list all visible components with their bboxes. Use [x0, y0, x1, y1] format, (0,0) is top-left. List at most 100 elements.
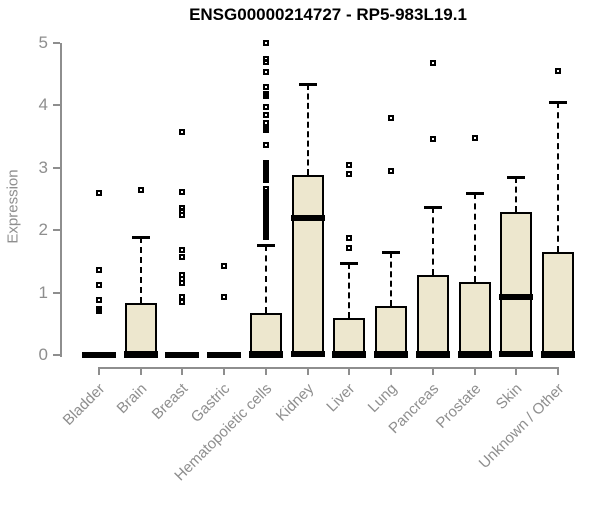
median-line-hematopoietic-cells: [248, 352, 283, 358]
whisker-cap-lung: [382, 251, 401, 255]
whisker-cap-prostate: [465, 191, 484, 195]
outlier-point-hematopoietic-cells: [262, 159, 269, 166]
x-axis-line: [99, 367, 558, 369]
outlier-point-pancreas: [429, 136, 436, 143]
outlier-point-gastric: [221, 293, 228, 300]
x-tick-pancreas: [431, 367, 434, 375]
box-skin: [500, 212, 533, 355]
x-tick-unknown-other: [557, 367, 559, 375]
outlier-point-breast: [179, 204, 186, 211]
x-tick-lung: [390, 367, 393, 375]
median-line-breast: [165, 352, 200, 358]
chart-title: ENSG00000214727 - RP5-983L19.1: [189, 5, 467, 24]
x-tick-kidney: [306, 367, 309, 375]
whisker-cap-pancreas: [423, 206, 442, 210]
median-line-prostate: [457, 352, 492, 358]
y-tick: [53, 229, 60, 232]
median-line-liver: [332, 352, 367, 358]
y-tick: [53, 291, 60, 294]
outlier-point-hematopoietic-cells: [262, 186, 269, 193]
median-line-lung: [374, 352, 409, 358]
outlier-point-breast: [179, 129, 186, 136]
outlier-point-pancreas: [429, 59, 436, 66]
outlier-point-hematopoietic-cells: [262, 40, 269, 46]
whisker-line-lung: [390, 252, 393, 307]
outlier-point-bladder: [96, 189, 102, 196]
outlier-point-hematopoietic-cells: [262, 111, 269, 118]
whisker-line-unknown-other: [557, 102, 559, 253]
outlier-point-breast: [179, 272, 186, 279]
outlier-point-breast: [179, 298, 186, 305]
outlier-point-lung: [388, 167, 395, 174]
plot-area: 0 1 2 3 4 5 Bladder Brain Breast Gastric Hematopoi…: [38, 33, 575, 484]
outlier-point-hematopoietic-cells: [262, 141, 269, 148]
outlier-point-hematopoietic-cells: [262, 56, 269, 63]
y-tick: [53, 354, 60, 356]
boxplot-chart: ENSG00000214727 - RP5-983L19.1 Expressio…: [4, 5, 575, 485]
box-brain: [124, 303, 157, 355]
outlier-point-liver: [346, 161, 353, 168]
median-line-unknown-other: [541, 352, 575, 358]
whisker-line-skin: [515, 177, 518, 213]
box-pancreas: [416, 275, 449, 355]
whisker-line-liver: [348, 263, 351, 318]
outlier-point-bladder: [96, 297, 102, 304]
y-tick: [53, 166, 60, 169]
whisker-cap-brain: [131, 236, 150, 240]
whisker-cap-liver: [340, 262, 359, 266]
box-unknown-other: [542, 252, 574, 355]
outlier-point-liver: [346, 171, 353, 178]
x-tick-liver: [348, 367, 351, 375]
outlier-point-bladder: [96, 267, 102, 274]
outlier-point-bladder: [96, 282, 102, 289]
x-tick-hematopoietic-cells: [264, 367, 267, 375]
median-line-skin: [499, 293, 534, 300]
y-tick-label: 0: [38, 345, 48, 364]
whisker-line-hematopoietic-cells: [264, 245, 267, 314]
outlier-point-breast: [179, 293, 186, 300]
whisker-line-brain: [139, 237, 142, 304]
y-tick-label: 2: [38, 220, 48, 240]
box-kidney: [291, 175, 324, 355]
outlier-point-lung: [388, 114, 395, 121]
x-tick-skin: [515, 367, 518, 375]
outlier-point-breast: [179, 247, 186, 254]
outlier-point-prostate: [471, 134, 478, 141]
whisker-cap-hematopoietic-cells: [256, 244, 275, 248]
outlier-point-gastric: [221, 263, 228, 270]
whisker-line-pancreas: [431, 207, 434, 276]
x-tick-breast: [181, 367, 184, 375]
outlier-point-hematopoietic-cells: [262, 83, 269, 90]
box-liver: [333, 317, 366, 355]
y-tick-label: 1: [38, 282, 48, 302]
outlier-point-brain: [137, 186, 144, 193]
whisker-line-prostate: [473, 192, 476, 282]
outlier-point-hematopoietic-cells: [262, 91, 269, 98]
y-tick: [53, 42, 60, 44]
outlier-point-breast: [179, 254, 186, 261]
staple-low-kidney: [290, 351, 325, 357]
y-tick-label: 5: [38, 33, 48, 52]
outlier-point-hematopoietic-cells: [262, 68, 269, 75]
x-tick-bladder: [98, 367, 100, 375]
median-line-brain: [123, 352, 158, 358]
outlier-point-bladder: [96, 305, 102, 312]
outlier-point-hematopoietic-cells: [262, 103, 269, 110]
whisker-cap-unknown-other: [549, 101, 567, 105]
outlier-point-hematopoietic-cells: [262, 125, 269, 132]
outlier-point-breast: [179, 189, 186, 196]
outlier-point-liver: [346, 235, 353, 242]
y-tick: [53, 104, 60, 107]
x-tick-prostate: [473, 367, 476, 375]
y-axis-line: [60, 43, 62, 357]
median-line-bladder: [82, 352, 116, 358]
staple-low-skin: [499, 351, 534, 357]
outlier-point-unknown-other: [555, 68, 561, 75]
y-tick-label: 4: [38, 95, 48, 115]
median-line-gastric: [207, 352, 242, 358]
box-lung: [375, 306, 408, 355]
whisker-cap-skin: [507, 176, 526, 180]
box-hematopoietic-cells: [249, 313, 282, 355]
whisker-line-kidney: [306, 84, 309, 176]
outlier-point-hematopoietic-cells: [262, 119, 269, 126]
